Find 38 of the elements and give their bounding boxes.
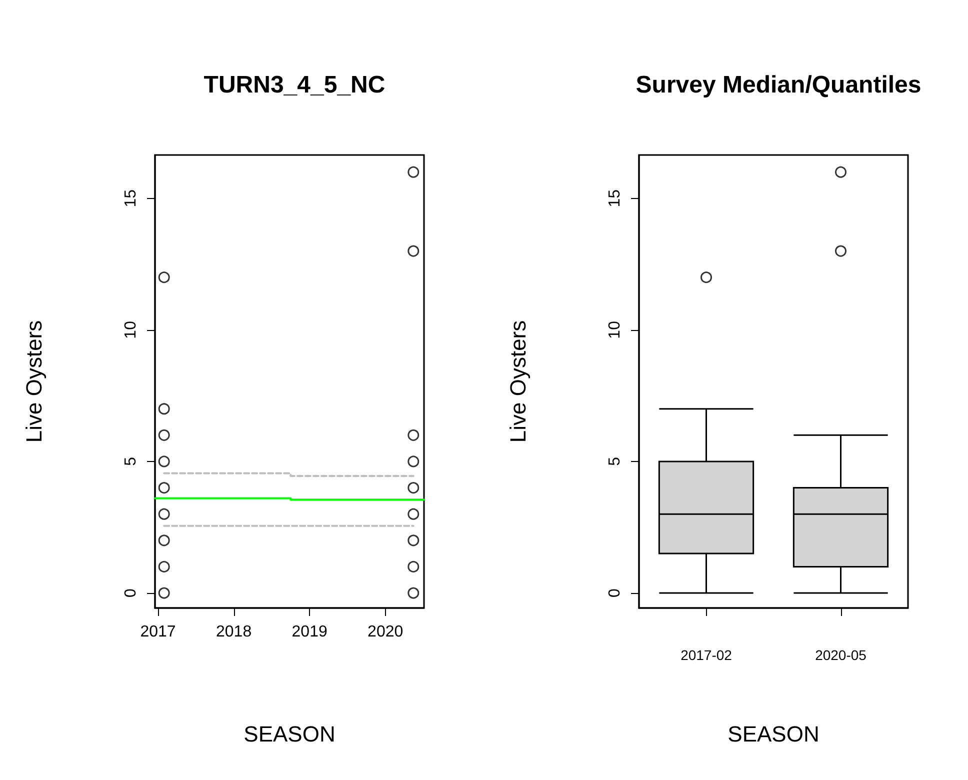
point bbox=[158, 429, 170, 441]
point bbox=[408, 560, 420, 572]
point bbox=[408, 587, 420, 599]
point bbox=[408, 482, 420, 494]
point bbox=[408, 166, 420, 178]
x-tick-label: 2017 bbox=[140, 624, 176, 640]
x-axis-title: SEASON bbox=[244, 722, 336, 746]
point bbox=[158, 482, 170, 494]
chart-title: Survey Median/Quantiles bbox=[636, 72, 922, 98]
point bbox=[408, 456, 420, 468]
x-axis-title: SEASON bbox=[728, 722, 820, 746]
x-tick-label: 2018 bbox=[216, 624, 252, 640]
point bbox=[158, 456, 170, 468]
chart-title: TURN3_4_5_NC bbox=[204, 72, 386, 98]
y-tick-label: 10 bbox=[606, 320, 624, 339]
point bbox=[408, 429, 420, 441]
y-axis-title: Live Oysters bbox=[506, 320, 530, 443]
y-tick-label: 0 bbox=[122, 588, 140, 598]
point bbox=[158, 403, 170, 415]
y-tick-label: 5 bbox=[606, 456, 624, 466]
x-tick-label: 2019 bbox=[292, 624, 328, 640]
point bbox=[158, 272, 170, 284]
point bbox=[408, 508, 420, 520]
point bbox=[158, 560, 170, 572]
y-tick-label: 5 bbox=[122, 456, 140, 466]
point bbox=[158, 587, 170, 599]
point bbox=[158, 508, 170, 520]
x-tick-label: 2020-05 bbox=[815, 647, 867, 663]
y-tick-label: 15 bbox=[122, 189, 140, 208]
x-tick-label: 2017-02 bbox=[680, 647, 732, 663]
x-tick-label: 2020 bbox=[368, 624, 404, 640]
point bbox=[158, 534, 170, 546]
y-tick-label: 10 bbox=[122, 320, 140, 339]
y-tick-label: 15 bbox=[606, 189, 624, 208]
y-tick-label: 0 bbox=[606, 588, 624, 598]
y-axis-title: Live Oysters bbox=[22, 320, 46, 443]
point bbox=[408, 245, 420, 257]
point bbox=[408, 534, 420, 546]
